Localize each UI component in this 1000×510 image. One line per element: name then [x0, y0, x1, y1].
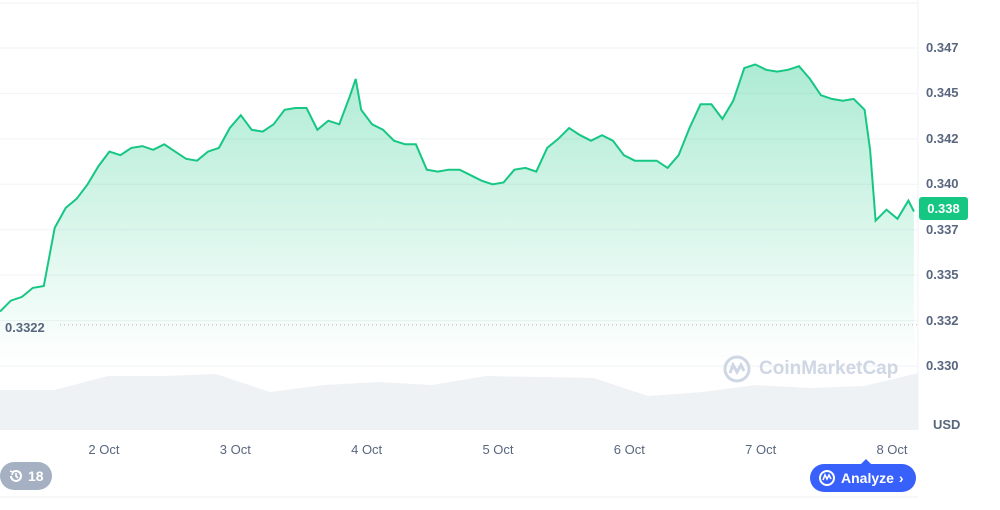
currency-label: USD — [933, 417, 961, 432]
x-tick-label: 4 Oct — [351, 442, 383, 457]
history-icon — [9, 470, 22, 482]
y-tick-label: 0.347 — [926, 40, 959, 55]
y-tick-label: 0.337 — [926, 221, 959, 237]
price-area-fill — [0, 64, 914, 367]
x-tick-label: 7 Oct — [745, 442, 777, 457]
history-count: 18 — [28, 468, 44, 484]
x-tick-label: 2 Oct — [88, 442, 120, 457]
x-tick-label: 3 Oct — [219, 442, 251, 457]
analyze-button[interactable]: Analyze › — [810, 459, 916, 492]
coinmarketcap-chat-icon — [819, 470, 835, 486]
min-price-label: 0.3322 — [5, 320, 45, 335]
y-tick-label: 0.335 — [926, 267, 959, 283]
current-price-badge: 0.338 — [919, 197, 968, 220]
y-tick-label: 0.340 — [926, 176, 959, 192]
coinmarketcap-watermark: CoinMarketCap — [723, 355, 898, 383]
y-tick-label: 0.342 — [926, 130, 959, 146]
y-tick-label: 0.330 — [926, 358, 959, 373]
y-tick-label: 0.332 — [926, 312, 959, 328]
chevron-right-icon: › — [898, 470, 904, 486]
coinmarketcap-logo-icon — [723, 355, 751, 383]
watermark-text: CoinMarketCap — [759, 358, 899, 379]
x-tick-label: 6 Oct — [613, 442, 645, 457]
history-badge[interactable]: 18 — [0, 462, 52, 490]
x-tick-label: 5 Oct — [482, 442, 514, 457]
volume-area — [0, 373, 918, 430]
y-tick-label: 0.345 — [926, 85, 959, 101]
price-line — [0, 63, 915, 313]
analyze-label: Analyze — [841, 470, 894, 486]
x-tick-label: 8 Oct — [876, 442, 908, 457]
